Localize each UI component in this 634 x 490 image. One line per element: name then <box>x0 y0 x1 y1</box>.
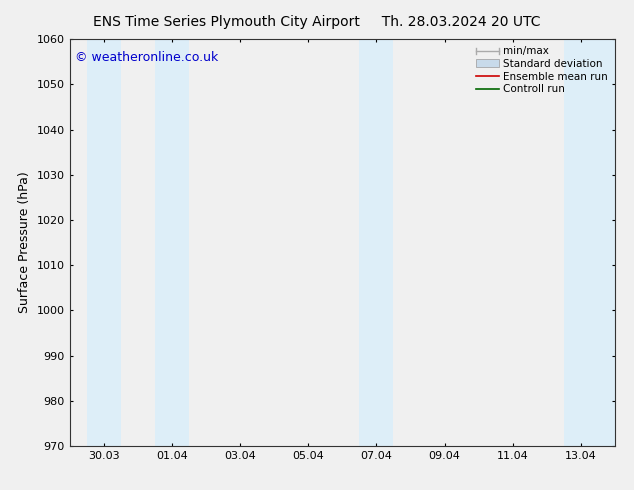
Legend: min/max, Standard deviation, Ensemble mean run, Controll run: min/max, Standard deviation, Ensemble me… <box>474 45 610 97</box>
Bar <box>155 39 189 446</box>
Y-axis label: Surface Pressure (hPa): Surface Pressure (hPa) <box>18 172 31 314</box>
Text: © weatheronline.co.uk: © weatheronline.co.uk <box>75 51 219 64</box>
Text: ENS Time Series Plymouth City Airport     Th. 28.03.2024 20 UTC: ENS Time Series Plymouth City Airport Th… <box>93 15 541 29</box>
Bar <box>359 39 394 446</box>
Bar <box>564 39 615 446</box>
Bar <box>87 39 121 446</box>
